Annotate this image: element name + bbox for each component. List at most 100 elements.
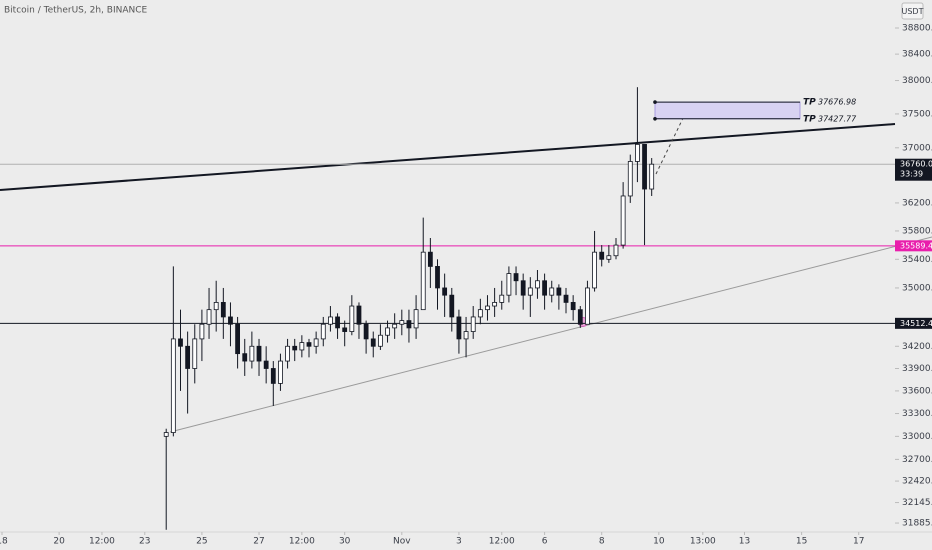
target-value: 37676.98 — [818, 98, 856, 107]
candle-body — [592, 251, 597, 289]
candle-body — [192, 338, 198, 369]
candle-body — [270, 368, 276, 384]
price-axis — [895, 0, 932, 550]
countdown-label: 33:39 — [900, 170, 923, 179]
candle-body — [213, 302, 219, 311]
x-tick-label: 10 — [653, 537, 665, 547]
x-tick-label: 18 — [0, 537, 8, 547]
x-tick-label: 25 — [196, 537, 207, 547]
candle-body — [649, 163, 655, 190]
candle-body — [235, 323, 241, 355]
candle-body — [356, 305, 362, 325]
target-anchor — [653, 117, 657, 121]
y-tick-label: 35400.00 — [902, 255, 932, 265]
candle-body — [506, 273, 512, 296]
x-tick-label: 20 — [53, 537, 65, 547]
candle-body — [363, 323, 369, 340]
target-tag: TP — [803, 98, 816, 108]
x-tick-label: 27 — [253, 537, 264, 547]
candle-body — [413, 309, 419, 329]
y-tick-label: 35000.00 — [902, 283, 932, 293]
candle-body — [542, 280, 547, 296]
candle-body — [220, 302, 226, 318]
candle-body — [535, 280, 540, 289]
candle-body — [249, 345, 255, 362]
target-anchor — [653, 100, 657, 104]
candle-body — [585, 287, 590, 325]
candle-body — [427, 251, 433, 267]
candle-body — [328, 316, 333, 325]
candle-body — [385, 327, 390, 336]
x-tick-label: 23 — [139, 537, 150, 547]
price-label-box — [895, 317, 932, 329]
candle-body — [392, 323, 398, 329]
candle-body — [470, 316, 476, 332]
y-tick-label: 38400.00 — [902, 50, 932, 60]
candle-body — [285, 345, 290, 362]
candle-body — [278, 360, 283, 384]
y-tick-label: 33900.00 — [902, 364, 932, 374]
y-tick-label: 33000.00 — [902, 432, 932, 442]
target-tag: TP — [803, 114, 816, 124]
candle-body — [435, 266, 440, 289]
trend-line-upper — [0, 123, 896, 191]
price-label-box — [895, 240, 932, 252]
candle-body — [242, 353, 248, 362]
x-tick-label: 17 — [853, 537, 864, 547]
candle-body — [163, 432, 169, 437]
x-tick-label: 3 — [456, 537, 462, 547]
candle-body — [256, 345, 262, 362]
candle-body — [313, 338, 319, 347]
candle-body — [406, 320, 412, 329]
candle-body — [456, 316, 462, 340]
candle-body — [513, 273, 519, 282]
y-tick-label: 33300.00 — [902, 409, 932, 419]
y-tick-label: 38000.00 — [902, 76, 932, 86]
y-tick-label: 33600.00 — [902, 386, 932, 396]
candle-body — [299, 342, 305, 351]
candle-body — [263, 360, 269, 369]
candle-body — [377, 334, 383, 347]
candle-body — [349, 305, 355, 332]
candle-body — [570, 302, 576, 311]
candle-body — [549, 287, 555, 296]
y-tick-label: 38800.00 — [902, 23, 932, 33]
candle-body — [463, 331, 469, 340]
y-tick-label: 34200.00 — [902, 342, 932, 352]
x-tick-label: 15 — [796, 537, 807, 547]
candle-body — [449, 294, 455, 318]
currency-label: USDT — [902, 7, 924, 16]
y-tick-label: 32420.00 — [902, 477, 932, 487]
candle-body — [485, 305, 490, 311]
candle-body — [613, 244, 619, 257]
candle-body — [606, 255, 612, 260]
y-tick-label: 37000.00 — [902, 143, 932, 153]
currency-button[interactable] — [901, 2, 924, 20]
x-tick-label: 13 — [739, 537, 750, 547]
candle-body — [492, 302, 498, 307]
price-label: 35589.48 — [900, 241, 932, 250]
candle-body — [577, 309, 583, 325]
x-tick-label: 8 — [599, 537, 605, 547]
target-zone — [654, 101, 801, 120]
candle-body — [370, 338, 376, 347]
candle-body — [292, 345, 298, 351]
price-label: 36760.00 — [900, 160, 932, 169]
plot-layer: 38800.00 38400.00 38000.00 37500.00 37000.00… — [0, 23, 932, 547]
candle-body — [228, 316, 233, 325]
candle-body — [399, 320, 405, 325]
chart-title: Bitcoin / TetherUS, 2h, BINANCE — [4, 6, 148, 16]
y-tick-label: 35800.00 — [902, 226, 932, 236]
y-tick-label: 32145.00 — [902, 498, 932, 508]
candle-body — [342, 327, 348, 332]
candle-body — [499, 294, 505, 303]
y-tick-label: 36200.00 — [902, 198, 932, 208]
x-tick-label: 12:00 — [489, 537, 515, 547]
candle-body — [442, 287, 448, 296]
x-tick-label: 12:00 — [289, 537, 315, 547]
y-tick-label: 31885.00 — [902, 519, 932, 529]
candle-body — [627, 161, 633, 197]
x-tick-label: 12:00 — [89, 537, 115, 547]
candle-body — [420, 251, 426, 311]
